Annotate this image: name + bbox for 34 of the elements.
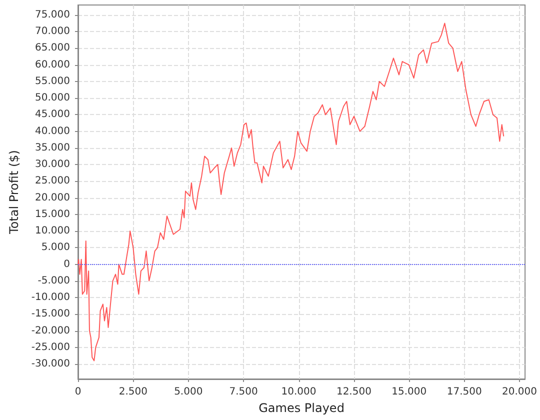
y-tick-label: -30.000 [31, 358, 70, 370]
x-tick-label: 10.000 [281, 386, 316, 398]
y-tick-label: 30.000 [35, 159, 70, 170]
y-tick-label: -20.000 [31, 325, 70, 336]
y-tick-label: 0 [64, 258, 70, 270]
y-tick-label: 35.000 [35, 142, 70, 154]
x-tick-label: 7.500 [229, 386, 258, 398]
x-tick-label: 20.000 [502, 386, 538, 398]
y-tick-label: 45.000 [35, 109, 70, 120]
y-tick-label: -25.000 [31, 342, 70, 353]
y-axis-title: Total Profit ($) [7, 150, 21, 235]
x-tick-label: 12.500 [336, 386, 372, 398]
y-tick-label: 20.000 [35, 192, 70, 204]
y-tick-label: 75.000 [35, 9, 70, 20]
x-axis-title: Games Played [258, 400, 344, 415]
x-tick-label: 2.500 [118, 386, 148, 398]
y-tick-label: 60.000 [35, 59, 70, 70]
y-tick-label: -5.000 [38, 275, 70, 286]
y-tick-label: 25.000 [35, 176, 70, 187]
y-tick-label: 40.000 [35, 126, 70, 137]
y-tick-label: 10.000 [35, 226, 70, 237]
x-tick-label: 17.500 [446, 386, 482, 398]
y-tick-label: -10.000 [31, 292, 70, 304]
x-tick-label: 5.000 [174, 386, 203, 398]
y-tick-label: 70.000 [35, 26, 70, 38]
y-tick-label: 15.000 [35, 208, 70, 220]
y-tick-label: 65.000 [35, 42, 70, 54]
x-tick-label: 0 [74, 386, 82, 398]
line-series [78, 22, 504, 362]
x-tick-label: 15.000 [392, 386, 427, 398]
y-tick-label: 5.000 [41, 242, 70, 254]
y-tick-label: -15.000 [31, 308, 70, 320]
y-tick-label: 55.000 [35, 76, 70, 87]
y-tick-label: 50.000 [35, 92, 70, 104]
